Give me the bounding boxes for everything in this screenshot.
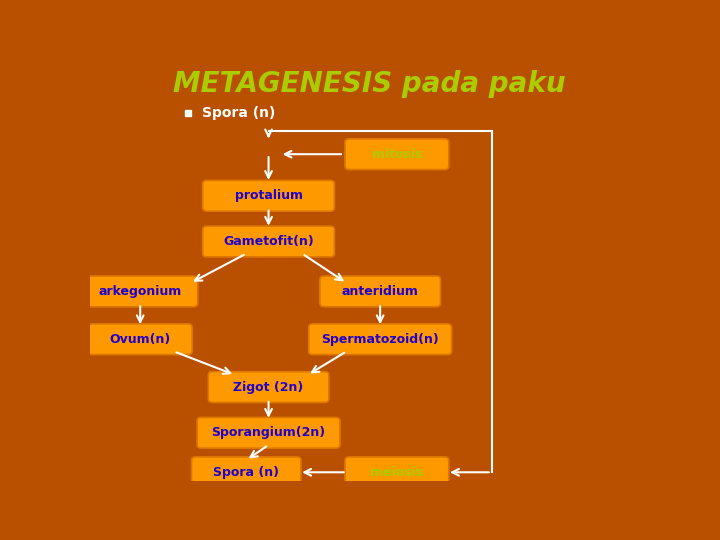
FancyBboxPatch shape [89, 324, 192, 355]
FancyBboxPatch shape [208, 372, 329, 402]
FancyBboxPatch shape [197, 417, 340, 448]
Text: protalium: protalium [235, 190, 302, 202]
Text: Spermatozoid(n): Spermatozoid(n) [321, 333, 439, 346]
Text: Spora (n): Spora (n) [202, 106, 275, 120]
FancyBboxPatch shape [192, 457, 301, 488]
FancyBboxPatch shape [203, 226, 334, 257]
Text: Gametofit(n): Gametofit(n) [223, 235, 314, 248]
FancyBboxPatch shape [309, 324, 451, 355]
Text: Spora (n): Spora (n) [213, 466, 279, 479]
Text: mitosis: mitosis [372, 148, 422, 161]
Text: Sporangium(2n): Sporangium(2n) [212, 426, 325, 439]
FancyBboxPatch shape [83, 276, 198, 307]
FancyBboxPatch shape [203, 180, 334, 211]
Text: meiosis: meiosis [370, 466, 423, 479]
Text: arkegonium: arkegonium [99, 285, 182, 298]
Text: Ovum(n): Ovum(n) [109, 333, 171, 346]
FancyBboxPatch shape [320, 276, 441, 307]
FancyBboxPatch shape [345, 457, 449, 488]
Text: anteridium: anteridium [342, 285, 418, 298]
Text: Zigot (2n): Zigot (2n) [233, 381, 304, 394]
FancyBboxPatch shape [345, 139, 449, 170]
Text: METAGENESIS pada paku: METAGENESIS pada paku [173, 70, 565, 98]
